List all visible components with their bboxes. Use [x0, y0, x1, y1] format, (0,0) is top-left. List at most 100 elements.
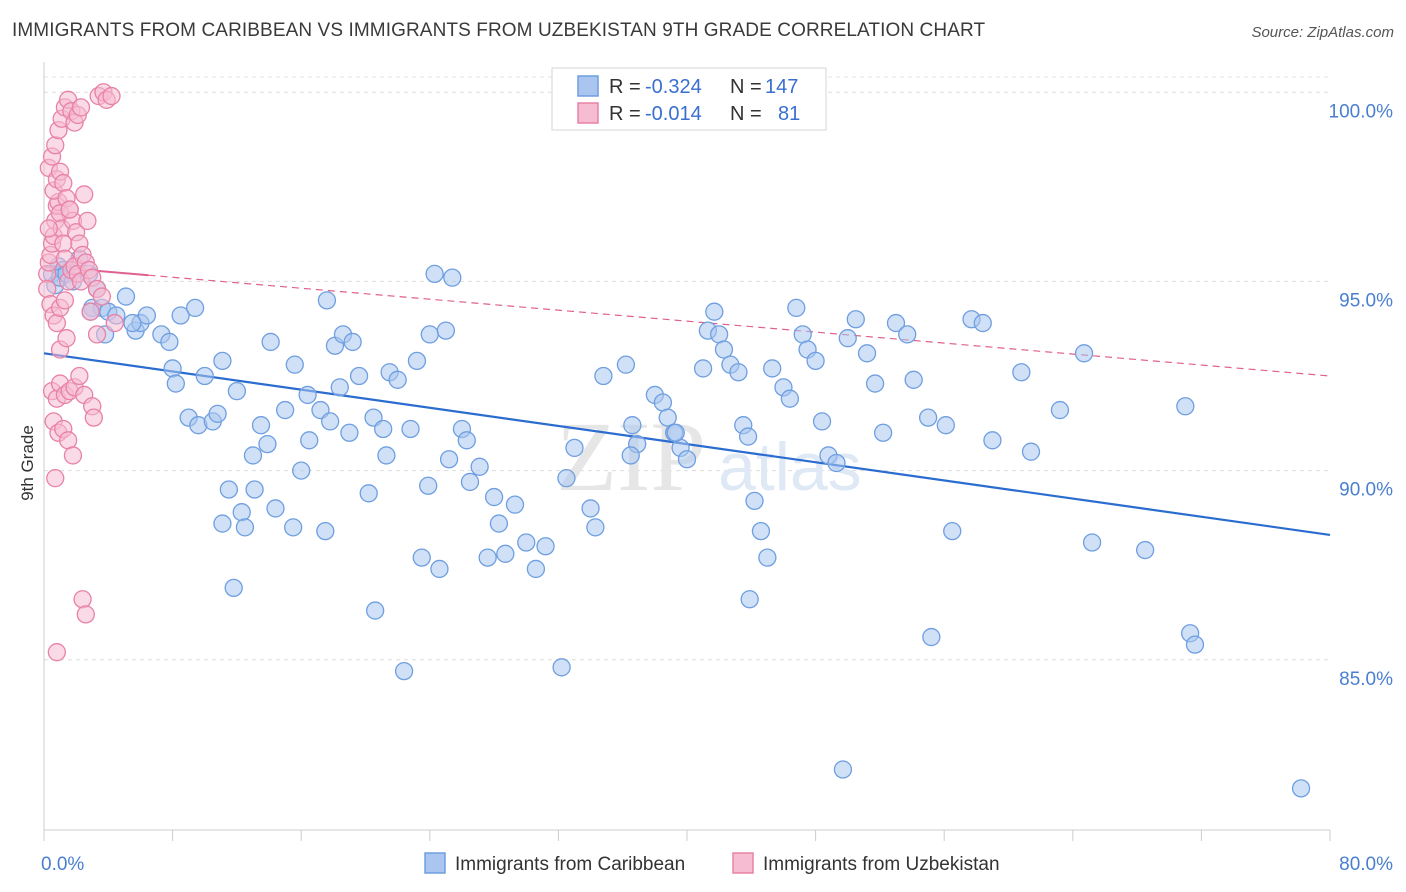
point-caribbean: [898, 325, 917, 344]
point-caribbean: [865, 374, 885, 393]
point-caribbean: [806, 351, 825, 371]
point-caribbean: [833, 760, 853, 779]
point-caribbean: [918, 408, 938, 427]
point-caribbean: [266, 499, 285, 518]
point-caribbean: [857, 344, 877, 363]
axes: [43, 62, 1331, 841]
point-caribbean: [623, 416, 642, 435]
point-caribbean: [557, 469, 576, 488]
point-caribbean: [298, 385, 317, 405]
point-uzbekistan: [47, 313, 67, 333]
series-legend-swatch-caribbean: [424, 852, 446, 874]
point-caribbean: [227, 381, 247, 401]
point-caribbean: [838, 329, 857, 348]
point-caribbean: [292, 461, 311, 480]
point-uzbekistan: [60, 200, 79, 219]
point-caribbean: [616, 355, 636, 374]
point-caribbean: [936, 416, 955, 435]
point-uzbekistan: [78, 211, 97, 231]
y-tick-label: 95.0%: [1339, 290, 1393, 311]
point-caribbean: [552, 658, 571, 677]
point-caribbean: [388, 370, 407, 389]
point-caribbean: [317, 291, 337, 310]
point-caribbean: [412, 548, 431, 567]
legend-r-label-2: R =: [609, 103, 641, 125]
point-caribbean: [621, 446, 640, 465]
point-caribbean: [213, 351, 232, 371]
point-uzbekistan: [70, 366, 89, 386]
point-caribbean: [401, 419, 420, 439]
point-caribbean: [787, 298, 806, 318]
point-caribbean: [536, 537, 555, 556]
point-caribbean: [1082, 533, 1102, 552]
point-caribbean: [653, 393, 673, 412]
point-caribbean: [751, 521, 771, 541]
y-tick-label: 100.0%: [1329, 101, 1394, 122]
stats-legend: R = -0.324 N = 147 R = -0.014 N = 81: [551, 67, 827, 131]
point-caribbean: [1185, 635, 1205, 654]
point-caribbean: [729, 363, 748, 382]
point-caribbean: [171, 306, 190, 325]
point-caribbean: [973, 313, 992, 333]
point-caribbean: [484, 487, 504, 507]
point-caribbean: [374, 419, 393, 439]
point-caribbean: [478, 548, 497, 567]
legend-r-value-1: -0.324: [645, 76, 702, 98]
gridlines: [44, 76, 1330, 661]
point-caribbean: [693, 359, 713, 378]
point-caribbean: [677, 450, 697, 469]
point-caribbean: [365, 601, 385, 620]
point-caribbean: [581, 499, 600, 518]
point-caribbean: [219, 480, 239, 499]
point-uzbekistan: [58, 431, 78, 450]
point-caribbean: [740, 590, 759, 609]
point-caribbean: [137, 306, 157, 325]
point-uzbekistan: [105, 313, 124, 333]
point-uzbekistan: [57, 329, 76, 348]
point-caribbean: [261, 332, 280, 352]
point-caribbean: [394, 661, 414, 681]
point-caribbean: [586, 518, 605, 537]
point-caribbean: [425, 264, 444, 284]
legend-n-value-2: 81: [778, 103, 800, 125]
point-caribbean: [873, 423, 893, 442]
legend-n-value-1: 147: [765, 76, 798, 98]
point-caribbean: [886, 313, 906, 333]
point-caribbean: [705, 302, 724, 321]
point-caribbean: [758, 548, 777, 567]
chart-source: Source: ZipAtlas.com: [1251, 24, 1394, 41]
point-caribbean: [496, 544, 515, 563]
point-caribbean: [1074, 344, 1094, 363]
point-caribbean: [208, 404, 227, 423]
legend-swatch-caribbean: [577, 75, 599, 97]
data-points: [38, 83, 1311, 798]
series-legend-caribbean: Immigrants from Caribbean: [455, 854, 685, 875]
point-caribbean: [710, 325, 729, 344]
point-caribbean: [420, 325, 439, 344]
point-caribbean: [780, 389, 800, 408]
legend-r-label-1: R =: [609, 76, 641, 98]
point-caribbean: [359, 484, 378, 503]
point-caribbean: [195, 366, 214, 386]
point-caribbean: [443, 268, 462, 287]
point-uzbekistan: [46, 136, 65, 155]
point-caribbean: [436, 321, 456, 340]
point-caribbean: [320, 412, 340, 431]
point-caribbean: [285, 355, 304, 374]
point-uzbekistan: [81, 302, 100, 321]
point-caribbean: [275, 400, 295, 420]
point-uzbekistan: [102, 86, 121, 106]
point-caribbean: [430, 559, 449, 579]
series-legend-uzbekistan: Immigrants from Uzbekistan: [763, 854, 1000, 875]
point-uzbekistan: [92, 287, 112, 306]
point-caribbean: [166, 374, 185, 393]
point-caribbean: [793, 325, 812, 344]
point-caribbean: [738, 427, 758, 446]
point-caribbean: [526, 559, 546, 579]
point-caribbean: [340, 423, 359, 442]
y-tick-label: 85.0%: [1339, 669, 1393, 690]
point-caribbean: [983, 431, 1002, 450]
x-tick-label: 80.0%: [1339, 854, 1393, 875]
point-caribbean: [300, 431, 319, 450]
